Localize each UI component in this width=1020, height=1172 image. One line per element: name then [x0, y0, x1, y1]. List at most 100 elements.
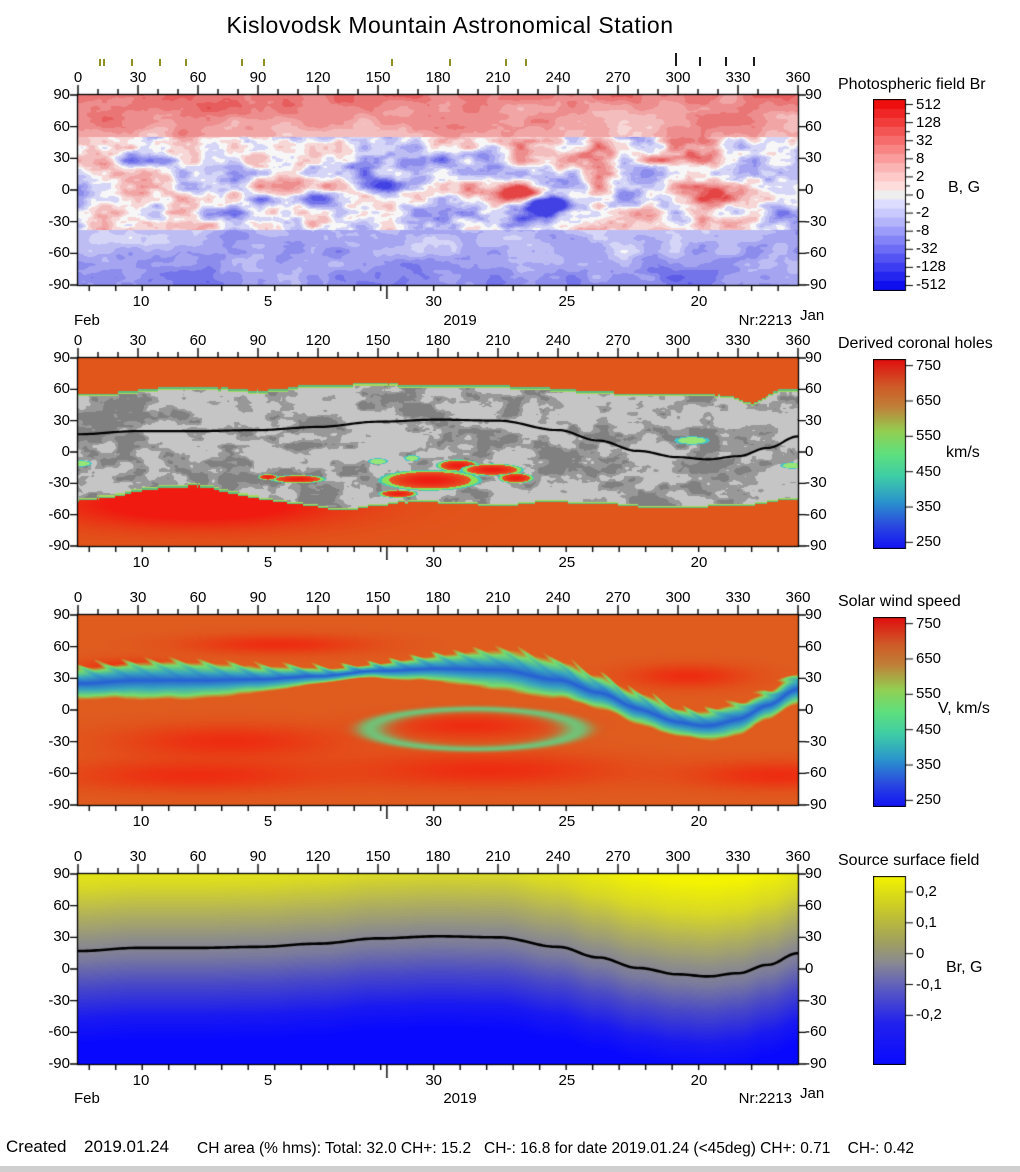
lon-tick-label: 180 — [425, 332, 451, 349]
lon-tick-label: 300 — [665, 589, 691, 606]
lat-tick-label: 30 — [53, 928, 70, 946]
lat-tick-label: 60 — [805, 117, 822, 135]
lon-tick-label: 120 — [305, 848, 331, 865]
lat-tick-label: -30 — [805, 732, 827, 750]
lon-tick-label: 300 — [665, 69, 691, 86]
date-label: 25 — [558, 554, 576, 571]
lon-tick-label: 30 — [129, 589, 147, 606]
lat-tick-label: 60 — [805, 637, 822, 655]
lon-tick-label: 360 — [785, 69, 811, 86]
lon-tick-label: 120 — [305, 69, 331, 86]
lat-tick-label: 30 — [53, 149, 70, 167]
ch-area-stats: CH area (% hms): Total: 32.0 CH+: 15.2 C… — [197, 1140, 914, 1157]
lat-tick-label: -60 — [805, 505, 827, 523]
lon-tick-label: 180 — [425, 848, 451, 865]
lat-tick-label: 60 — [805, 380, 822, 398]
activity-marker-tick — [263, 59, 265, 66]
lat-tick-label: 90 — [805, 86, 822, 103]
colorbar-tick-label: -32 — [916, 240, 938, 258]
lon-tick-label: 90 — [249, 332, 267, 349]
unit-label-kms: km/s — [946, 444, 980, 461]
activity-marker-tick — [185, 59, 187, 66]
lat-tick-label: 60 — [53, 380, 70, 398]
lat-tick-label: 90 — [53, 865, 70, 882]
lat-tick-label: -30 — [48, 991, 70, 1009]
lat-tick-label: 30 — [53, 669, 70, 687]
activity-marker-tick — [159, 59, 161, 66]
date-label: 5 — [263, 554, 273, 571]
lat-tick-label: 90 — [805, 865, 822, 882]
colorbar-tick-label: -2 — [916, 204, 930, 222]
colorbar-tick-label: 350 — [916, 498, 942, 516]
lat-tick-label: -60 — [48, 764, 70, 782]
lat-tick-label: 0 — [61, 443, 70, 460]
lat-tick-label: -90 — [805, 1055, 827, 1072]
unit-label-bg: B, G — [948, 179, 981, 196]
lon-tick-label: 0 — [73, 589, 83, 606]
activity-marker-tick — [505, 59, 507, 66]
colorbar-tick-label: -0,2 — [916, 1006, 942, 1024]
lon-tick-label: 90 — [249, 848, 267, 865]
date-label: 20 — [690, 813, 708, 830]
colorbar-tick-label: 750 — [916, 356, 942, 374]
lat-tick-label: 0 — [805, 701, 814, 718]
lat-tick-label: -30 — [48, 212, 70, 230]
unit-label-vkms: V, km/s — [938, 700, 990, 717]
lon-tick-label: 60 — [189, 589, 207, 606]
lat-tick-label: -30 — [805, 212, 827, 230]
lat-tick-label: -30 — [805, 991, 827, 1009]
date-row-bottom: Feb 2019 Nr:2213 Jan — [0, 1085, 1020, 1110]
colorbar-tick-label: 0 — [916, 944, 925, 962]
colorbar-tick-label: 250 — [916, 791, 942, 809]
colorbar-tick-label: 8 — [916, 149, 925, 167]
lon-tick-label: 300 — [665, 332, 691, 349]
activity-marker-tick — [131, 59, 133, 66]
lat-tick-label: 30 — [805, 411, 822, 429]
coronal-holes-map — [64, 344, 812, 560]
colorbar-tick-label: 0,1 — [916, 913, 937, 931]
lon-tick-label: 0 — [73, 848, 83, 865]
lon-tick-label: 240 — [545, 589, 571, 606]
lat-tick-label: -30 — [48, 474, 70, 492]
activity-marker-tick — [753, 57, 755, 66]
colorbar-tick-label: 128 — [916, 113, 942, 131]
lat-tick-label: 60 — [53, 117, 70, 135]
lat-tick-label: 0 — [805, 443, 814, 460]
date-label: 5 — [263, 1072, 273, 1089]
lat-tick-label: -60 — [805, 1023, 827, 1041]
month-label-jan: Jan — [800, 307, 825, 324]
date-label: 10 — [132, 293, 150, 310]
created-label: Created — [6, 1137, 67, 1156]
colorbar-tick-label: 250 — [916, 533, 942, 551]
lat-tick-label: 0 — [61, 960, 70, 977]
month-label-jan: Jan — [800, 1085, 825, 1102]
rotation-number-label: Nr:2213 — [738, 312, 792, 329]
page-title: Kislovodsk Mountain Astronomical Station — [226, 12, 674, 38]
colorbar-tick-label: 450 — [916, 462, 942, 480]
year-label: 2019 — [443, 312, 477, 329]
lat-tick-label: 30 — [805, 928, 822, 946]
date-label: 5 — [263, 813, 273, 830]
lat-tick-label: -60 — [48, 1023, 70, 1041]
activity-marker-tick — [699, 57, 701, 66]
colorbar-tick-label: 750 — [916, 614, 942, 632]
year-label: 2019 — [443, 1090, 477, 1107]
rotation-number-label: Nr:2213 — [738, 1090, 792, 1107]
lon-tick-label: 60 — [189, 69, 207, 86]
lon-tick-label: 360 — [785, 848, 811, 865]
lat-tick-label: 90 — [805, 606, 822, 623]
date-label: 25 — [558, 1072, 576, 1089]
lat-tick-label: -60 — [805, 764, 827, 782]
lon-tick-label: 90 — [249, 69, 267, 86]
date-label: 20 — [690, 1072, 708, 1089]
lat-tick-label: -30 — [805, 474, 827, 492]
lon-tick-label: 300 — [665, 848, 691, 865]
colorbar-tick-label: 350 — [916, 756, 942, 774]
colorbar-tick-label: -512 — [916, 276, 947, 294]
colorbar-tick-label: 650 — [916, 391, 942, 409]
date-label: 20 — [690, 293, 708, 310]
date-label: 20 — [690, 554, 708, 571]
lat-tick-label: 60 — [53, 637, 70, 655]
lon-tick-label: 210 — [485, 589, 511, 606]
